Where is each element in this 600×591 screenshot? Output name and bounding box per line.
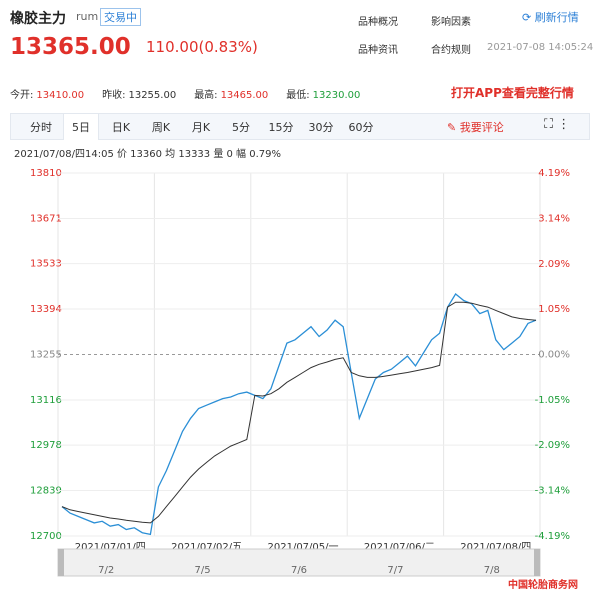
y-tick-label: 12700 [30,531,62,542]
navigator-label: 7/7 [387,565,403,576]
tab[interactable]: 30分 [308,121,334,134]
info: 2021/07/08/四14:05 价 13360 均 13333 量 0 幅 … [14,149,282,160]
y2-tick-label: -3.14% [535,486,570,497]
navigator-label: 7/6 [291,565,307,576]
comment[interactable]: ✎ 我要评论 [447,121,504,134]
change: 110.00(0.83%) [146,38,258,56]
stats: 今开: 13410.00 昨收: 13255.00 最高: 13465.00 最低: 1323… [10,86,378,101]
y2-tick-label: -4.19% [535,531,570,542]
y-tick-label: 13394 [30,304,62,315]
navigator-label: 7/5 [195,565,211,576]
stat-label: 最高: [194,90,218,101]
stat: 最高: 13465.00 [194,86,268,101]
icons[interactable]: ⛶ ⋮ [544,117,571,132]
stat: 最低: 13230.00 [286,86,360,101]
navigator-handle [58,549,64,576]
navigator [57,548,541,577]
x-tick-label: 2021/07/01/四 [75,542,146,553]
y-tick-label: 13116 [30,395,62,406]
tab[interactable]: 周K [151,121,171,134]
y2-tick-label: 1.05% [538,304,570,315]
stat-value: 13465.00 [220,90,269,101]
y2-tick-label: 2.09% [538,259,570,270]
stat-label: 昨收: [102,90,126,101]
source: 中国轮胎商务网 [508,580,578,591]
code: rum [76,10,99,23]
refresh[interactable]: ⟳ 刷新行情 [522,11,579,24]
navigator-label: 7/8 [484,565,500,576]
navigator-handle [534,549,540,576]
stat: 今开: 13410.00 [10,86,84,101]
y2-tick-label: -2.09% [535,440,570,451]
timestamp: 2021-07-08 14:05:24 [487,42,594,53]
tab[interactable]: 60分 [348,121,374,134]
link[interactable]: 品种资讯 [358,45,398,56]
status: 交易中 [100,8,141,26]
tab[interactable]: 日K [111,121,131,134]
tab[interactable]: 月K [191,121,211,134]
tab[interactable]: 分时 [30,121,52,134]
promo[interactable]: 打开APP查看完整行情 [451,86,574,100]
series-line [61,293,537,536]
series-line [61,301,537,524]
tab[interactable]: 5日 [63,113,99,140]
stat-label: 最低: [286,90,310,101]
y2-tick-label: 4.19% [538,168,570,179]
y-tick-label: 13255 [30,350,62,361]
x-tick-label: 2021/07/06/二 [364,542,435,553]
y2-tick-label: 0.00% [538,350,570,361]
link[interactable]: 影响因素 [431,17,471,28]
stat-value: 13255.00 [128,90,177,101]
stat-label: 今开: [10,90,34,101]
price: 13365.00 [10,34,131,60]
comment-label[interactable]: 我要评论 [459,121,504,134]
y-tick-label: 13533 [30,259,62,270]
y-tick-label: 12839 [30,486,62,497]
stat-value: 13230.00 [312,90,361,101]
y-tick-label: 13810 [30,168,62,179]
x-tick-label: 2021/07/02/五 [171,542,242,553]
tab[interactable]: 5分 [232,121,250,134]
y2-tick-label: 3.14% [538,213,570,224]
refresh-label[interactable]: 刷新行情 [534,11,579,24]
x-tick-label: 2021/07/05/一 [268,542,339,553]
link[interactable]: 合约规则 [431,45,471,56]
link[interactable]: 品种概况 [358,17,398,28]
tab[interactable]: 15分 [268,121,294,134]
x-tick-label: 2021/07/08/四 [460,542,531,553]
navigator-label: 7/2 [98,565,114,576]
y-tick-label: 12978 [30,440,62,451]
y-tick-label: 13671 [30,213,62,224]
y2-tick-label: -1.05% [535,395,570,406]
stat-value: 13410.00 [36,90,85,101]
name: 橡胶主力 [10,11,66,27]
tab-bar: 分时 5日 日K 周K 月K 5分 15分 30分 60分 [10,113,590,140]
stat: 昨收: 13255.00 [102,86,176,101]
